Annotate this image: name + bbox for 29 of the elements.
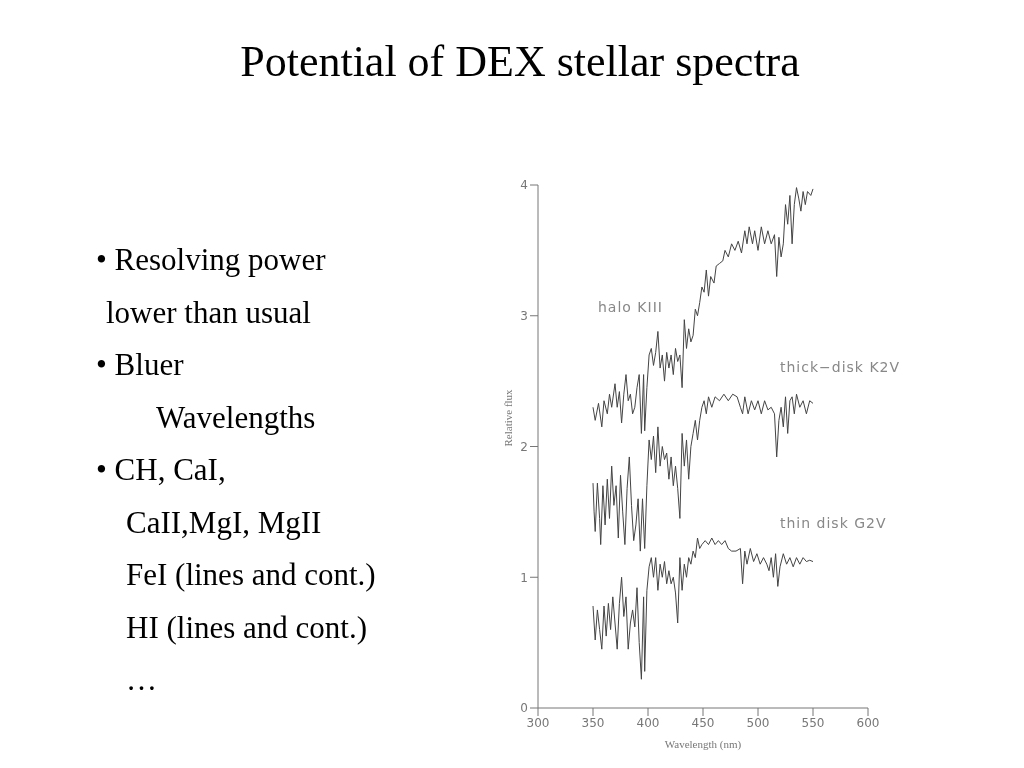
y-tick-label: 1 (520, 570, 528, 585)
x-tick-label: 450 (691, 715, 715, 730)
y-axis-title: Relative flux (501, 388, 514, 447)
text: • Bluer (96, 346, 185, 384)
line-series (592, 393, 814, 552)
x-tick-label: 350 (581, 715, 605, 730)
text: HI (lines and cont.) (125, 608, 369, 647)
x-tick-label: 600 (856, 715, 880, 730)
x-tick-label: 300 (526, 715, 550, 730)
text: lower than usual (105, 293, 312, 332)
x-tick-label: 500 (746, 715, 770, 730)
line-series (592, 537, 814, 680)
y-tick-label: 0 (520, 701, 528, 716)
series-label: halo KIII (598, 299, 663, 315)
x-tick-label: 400 (636, 715, 660, 730)
text: … (125, 661, 158, 699)
text: • CH, CaI, (96, 451, 227, 489)
y-tick-label: 3 (520, 309, 528, 324)
x-axis-title: Wavelength (nm) (664, 738, 742, 751)
series-label: thick−disk K2V (780, 359, 901, 375)
text: FeI (lines and cont.) (125, 556, 376, 594)
series-label: thin disk G2V (780, 515, 887, 531)
text: • Resolving power (96, 241, 327, 279)
chart-title: Potential of DEX stellar spectra (239, 36, 801, 87)
text: Wavelengths (155, 398, 317, 437)
x-tick-label: 550 (801, 715, 825, 730)
text: CaII,MgI, MgII (125, 503, 323, 542)
y-tick-label: 2 (520, 439, 528, 454)
y-tick-label: 4 (520, 178, 528, 193)
